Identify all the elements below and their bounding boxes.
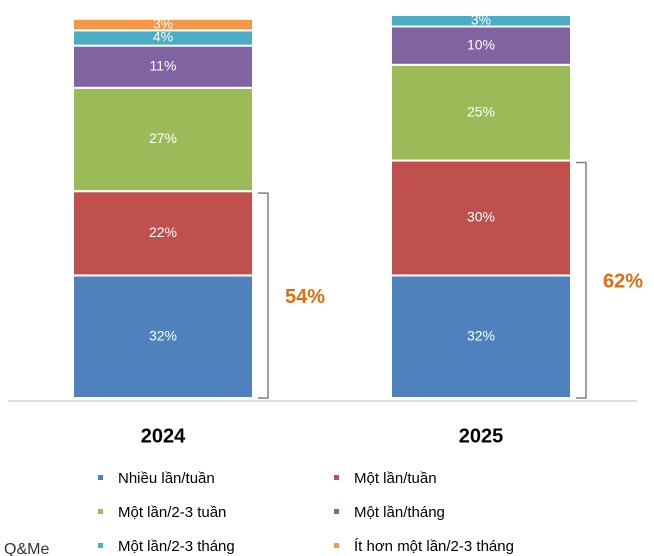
legend-label: Một lần/2-3 tháng <box>118 538 235 555</box>
legend-marker <box>334 543 339 548</box>
bracket <box>576 161 587 399</box>
data-label: 25% <box>467 103 495 119</box>
data-label: 22% <box>149 224 177 240</box>
data-label: 3% <box>153 15 173 31</box>
bar-segment <box>390 159 572 277</box>
legend-label: Một lần/tuần <box>354 470 437 487</box>
bar-segment <box>390 14 572 28</box>
annotation: 62% <box>603 271 643 293</box>
data-label: 11% <box>150 57 177 73</box>
bar-segment <box>390 274 572 399</box>
data-label: 4% <box>153 29 173 45</box>
bar-segment <box>72 190 254 277</box>
data-label: 3% <box>471 11 491 27</box>
x-tick-label: 2024 <box>141 425 186 447</box>
legend-label: Nhiều lần/tuần <box>118 470 215 487</box>
bar-segment <box>72 44 254 89</box>
legend-marker <box>98 509 103 514</box>
annotation: 54% <box>285 286 325 308</box>
data-label: 27% <box>149 130 177 146</box>
bar-segment <box>72 274 254 399</box>
x-tick-label: 2025 <box>459 425 504 447</box>
data-label: 32% <box>467 327 495 343</box>
logo: Q&Me <box>4 541 49 556</box>
legend-label: Một lần/2-3 tuần <box>118 504 226 521</box>
data-label: 10% <box>467 36 495 52</box>
legend-marker <box>334 509 339 514</box>
bar-segment <box>72 17 254 32</box>
data-label: 32% <box>149 327 177 343</box>
bar-segment <box>390 63 572 162</box>
legend-label: Ít hơn một lần/2-3 tháng <box>354 538 514 555</box>
legend-marker <box>334 475 339 480</box>
legend-label: Một lần/tháng <box>354 504 445 521</box>
legend-marker <box>98 475 103 480</box>
data-label: 30% <box>467 209 495 225</box>
bracket <box>258 192 269 399</box>
legend-marker <box>98 543 103 548</box>
bar-segment <box>390 25 572 66</box>
